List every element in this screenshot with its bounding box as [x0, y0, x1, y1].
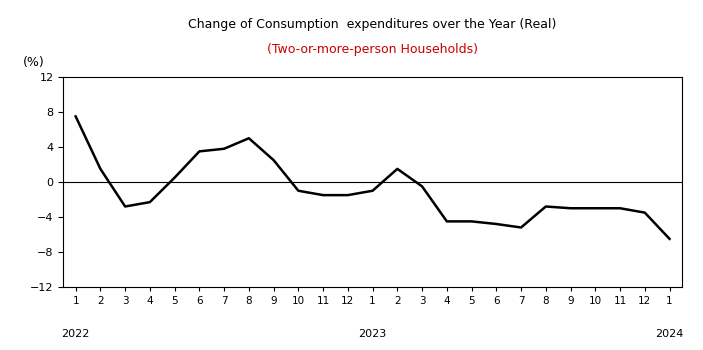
Text: 2024: 2024 [655, 329, 684, 339]
Text: Change of Consumption  expenditures over the Year (Real): Change of Consumption expenditures over … [188, 18, 557, 31]
Text: 2023: 2023 [359, 329, 387, 339]
Text: (%): (%) [23, 56, 45, 69]
Text: (Two-or-more-person Households): (Two-or-more-person Households) [267, 43, 478, 56]
Text: 2022: 2022 [61, 329, 90, 339]
